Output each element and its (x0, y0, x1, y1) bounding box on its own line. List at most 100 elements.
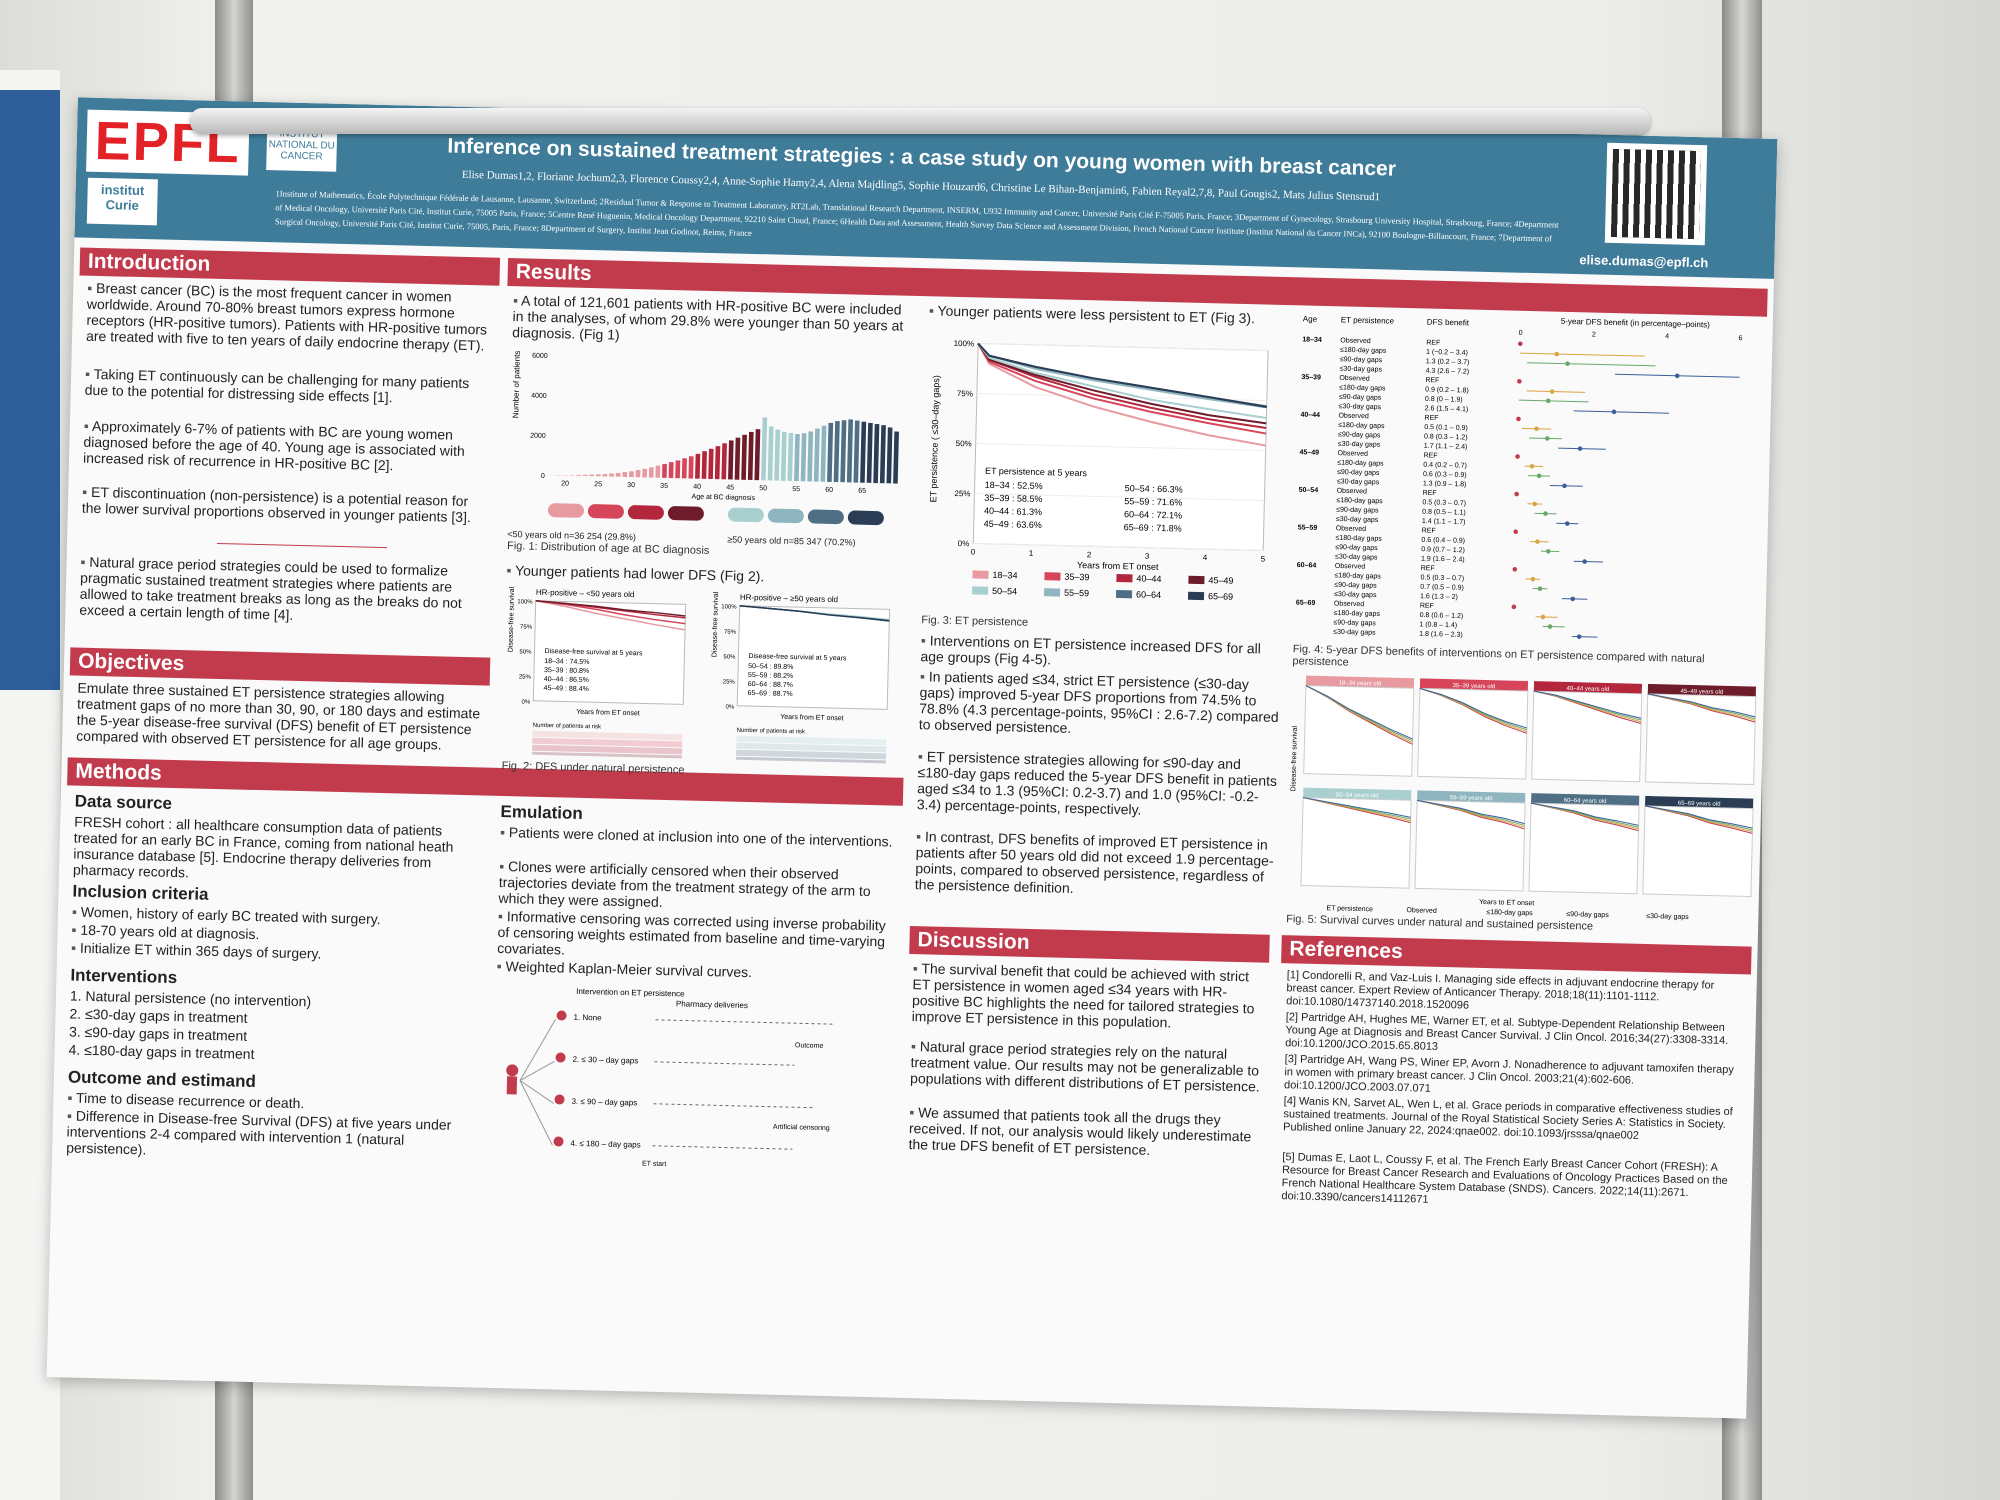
fig1-bar (800, 433, 807, 482)
fig5-panel-strip (1303, 787, 1412, 801)
km-risk-title: Number of patients at risk (533, 723, 602, 731)
intro-bullet-3: Approximately 6-7% of patients with BC a… (83, 418, 488, 476)
fig1-bar (675, 460, 681, 479)
fig3-legend-label: 60–64 (1136, 589, 1161, 600)
fig1-bar (879, 425, 886, 484)
fig4-x-tick: 6 (1738, 335, 1742, 342)
fig1-x-tick: 35 (660, 483, 668, 490)
fig4-benefit-label: REF (1421, 565, 1435, 572)
fig1-bar (780, 431, 787, 481)
fig4-benefit-label: 0.4 (0.2 – 0.7) (1423, 462, 1467, 470)
fig1-group-pill (727, 507, 764, 523)
fig1-bar (648, 467, 654, 478)
km-risk-row (736, 735, 887, 746)
fig1-y-label: Number of patients (511, 351, 522, 419)
fig1-bar (668, 462, 674, 479)
outcome-item-2: Difference in Disease-free Survival (DFS… (66, 1107, 467, 1165)
fig4-point (1518, 341, 1523, 347)
fig4-point (1517, 379, 1522, 384)
fig4-benefit-label: REF (1426, 339, 1440, 346)
fig4-benefit-label: 0.9 (0.7 – 1.2) (1421, 546, 1465, 554)
fig1-x-tick: 65 (858, 488, 866, 495)
fig4-point (1516, 416, 1521, 422)
results-bullet-1: A total of 121,601 patients with HR-posi… (512, 292, 913, 350)
fig1-bar (813, 428, 820, 482)
fig5-curve (1419, 687, 1528, 729)
fig4-strategy-label: ≤90-day gaps (1339, 394, 1382, 402)
km-box-row: 40–44 : 86.5% (544, 676, 589, 684)
fig5-survival-panels: 18–34 years old 35–39 years old 40–44 year… (1290, 675, 1757, 921)
qr-code-icon[interactable] (1604, 142, 1708, 246)
fig4-point (1547, 624, 1553, 629)
fig4-forest-plot: Age ET persistence DFS benefit 5-year DFS b… (1296, 314, 1743, 639)
fig3-series-line (977, 342, 1267, 408)
fig4-point (1549, 389, 1555, 394)
fig4-strategy-label: Observed (1340, 337, 1371, 345)
fig5-panel-title: 35–39 years old (1452, 683, 1495, 690)
fig1-bar (635, 469, 641, 478)
diagram-outcome-label: Outcome (795, 1042, 824, 1050)
fig1-bar (576, 474, 581, 476)
fig1-bar (701, 451, 707, 479)
diagram-arm-1: 1. None (573, 1013, 602, 1023)
fig4-benefit-label: 0.8 (0 – 1.9) (1425, 396, 1463, 404)
km-y-tick: 0% (521, 699, 530, 705)
fig5-panel-area (1642, 805, 1754, 898)
fig5-curve (1305, 685, 1413, 740)
km-risk-row (532, 744, 683, 755)
fig3-gridline (978, 342, 1269, 352)
fig4-ci-line (1571, 635, 1598, 638)
fig4-point (1529, 463, 1535, 469)
fig5-panel-strip (1533, 681, 1643, 694)
fig4-point (1576, 634, 1582, 639)
fig1-bar (596, 474, 601, 477)
km-risk-row (532, 737, 683, 748)
fig4-strategy-label: ≤180-day gaps (1336, 497, 1383, 505)
km-series-line (535, 600, 686, 625)
fig3-x-tick: 1 (1029, 549, 1034, 558)
fig4-benefit-label: 1.4 (1.1 – 1.7) (1422, 518, 1466, 526)
fig4-point (1511, 604, 1517, 610)
fig3-y-tick: 75% (957, 389, 973, 398)
fig4-strategy-label: ≤30-day gaps (1339, 403, 1382, 411)
fig5-legend-label: ≤30-day gaps (1646, 913, 1689, 921)
fig4-point (1536, 473, 1542, 479)
fig1-x-tick: 50 (759, 485, 767, 492)
diagram-arm-4: 4. ≤ 180 – day gaps (570, 1139, 640, 1150)
contact-email[interactable]: elise.dumas@epfl.ch (1579, 252, 1709, 271)
fig4-point (1545, 548, 1551, 554)
fig4-point (1515, 454, 1520, 459)
fig4-point (1554, 351, 1560, 357)
fig3-y-tick: 100% (954, 339, 975, 348)
km-y-tick: 25% (519, 674, 532, 680)
fig4-ci-line (1526, 390, 1586, 393)
fig1-bar (582, 474, 588, 476)
fig4-strategy-label: ≤180-day gaps (1334, 610, 1381, 618)
fig1-x-tick: 40 (693, 484, 701, 491)
diagram-arm-2: 2. ≤ 30 – day gaps (572, 1055, 638, 1066)
emulation-item-3: Informative censoring was corrected usin… (497, 908, 894, 966)
fig1-y-tick: 0 (541, 473, 545, 480)
fig4-strategy-label: ≤90-day gaps (1337, 469, 1380, 477)
fig4-strategy-label: ≤90-day gaps (1336, 506, 1379, 514)
fig1-bar (860, 421, 867, 483)
neighbor-poster-banner (0, 90, 60, 690)
emulation-heading: Emulation (500, 801, 583, 823)
km-y-label: Disease-free survival (507, 586, 516, 652)
km-box-row: 60–64 : 88.7% (748, 681, 793, 689)
fig3-legend-swatch (1044, 572, 1061, 581)
km-y-tick: 0% (725, 704, 734, 710)
discussion-bullet-3: We assumed that patients took all the dr… (908, 1104, 1265, 1161)
fig4-strategy-label: Observed (1336, 525, 1367, 533)
fig5-panel-title: 50–54 years old (1336, 792, 1379, 799)
fig1-bar (602, 473, 608, 477)
km-box-title: Disease-free survival at 5 years (544, 648, 643, 657)
fig4-point (1564, 521, 1570, 526)
fig4-col-age: Age (1303, 314, 1318, 323)
fig3-legend-label: 55–59 (1064, 588, 1089, 599)
fig1-group-pill (847, 510, 884, 526)
reference-4: [4] Wanis KN, Sarvet AL, Wen L, et al. G… (1282, 1095, 1733, 1142)
fig4-benefit-label: 0.8 (0.6 – 1.2) (1420, 612, 1464, 620)
km-y-tick: 100% (721, 604, 737, 610)
fig4-benefit-label: 0.7 (0.5 – 0.9) (1420, 584, 1464, 592)
